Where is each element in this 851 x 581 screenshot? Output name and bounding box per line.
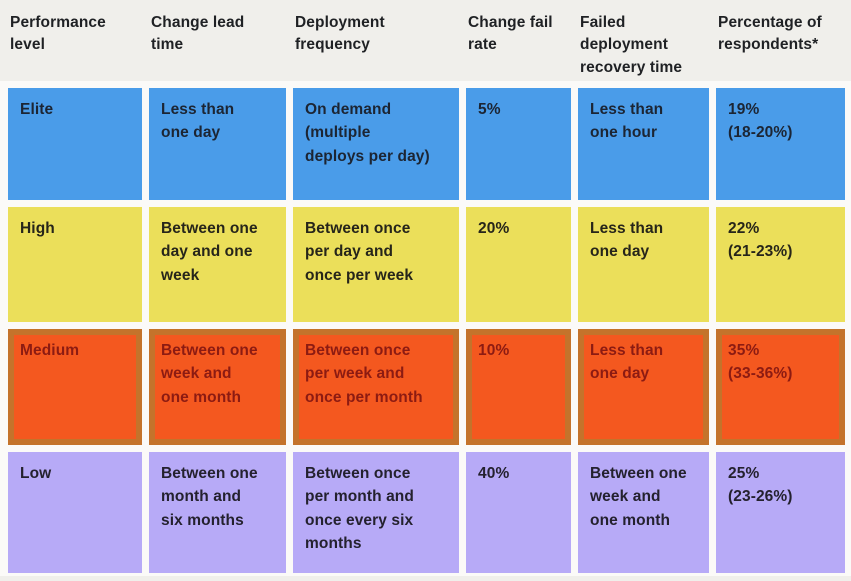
table-body: Elite Less than one day On demand (multi… [0,81,851,576]
table-row-low: Low Between one month and six months Bet… [8,452,845,573]
table-header-row: Performance level Change lead time Deplo… [0,0,851,81]
column-header-change-fail-rate: Change fail rate [468,14,553,54]
cell-change-lead-time: Between one month and six months [149,452,286,573]
cell-percentage-of-respondents: 35% (33-36%) [716,329,845,445]
cell-deployment-frequency: Between once per week and once per month [293,329,459,445]
cell-change-fail-rate: 5% [466,88,571,200]
cell-failed-deployment-recovery-time: Between one week and one month [578,452,709,573]
cell-change-fail-rate: 10% [466,329,571,445]
table-row-elite: Elite Less than one day On demand (multi… [8,88,845,200]
cell-failed-deployment-recovery-time: Less than one day [578,207,709,322]
column-header-performance-level: Performance level [10,14,106,54]
cell-percentage-of-respondents: 22% (21-23%) [716,207,845,322]
cell-change-lead-time: Between one day and one week [149,207,286,322]
column-header-change-lead-time: Change lead time [151,14,245,54]
cell-change-fail-rate: 20% [466,207,571,322]
cell-change-lead-time: Less than one day [149,88,286,200]
cell-percentage-of-respondents: 25% (23-26%) [716,452,845,573]
table-row-medium: Medium Between one week and one month Be… [8,329,845,445]
column-header-percentage-of-respondents: Percentage of respondents* [718,14,822,54]
cell-percentage-of-respondents: 19% (18-20%) [716,88,845,200]
cell-performance-level: Low [8,452,142,573]
cell-deployment-frequency: On demand (multiple deploys per day) [293,88,459,200]
column-header-deployment-frequency: Deployment frequency [295,14,385,54]
cell-performance-level: Medium [8,329,142,445]
cell-performance-level: Elite [8,88,142,200]
cell-change-fail-rate: 40% [466,452,571,573]
cell-deployment-frequency: Between once per day and once per week [293,207,459,322]
cell-failed-deployment-recovery-time: Less than one day [578,329,709,445]
cell-performance-level: High [8,207,142,322]
cell-change-lead-time: Between one week and one month [149,329,286,445]
table-row-high: High Between one day and one week Betwee… [8,207,845,322]
cell-deployment-frequency: Between once per month and once every si… [293,452,459,573]
column-header-failed-deployment-recovery-time: Failed deployment recovery time [580,14,683,76]
cell-failed-deployment-recovery-time: Less than one hour [578,88,709,200]
